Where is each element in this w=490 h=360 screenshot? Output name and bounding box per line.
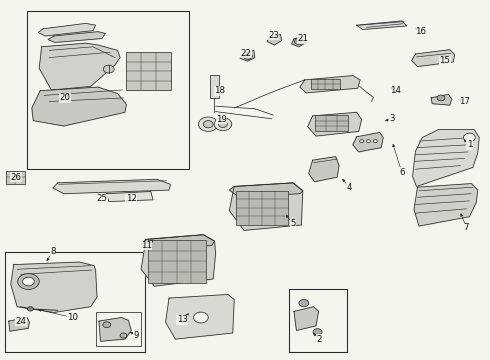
Polygon shape <box>309 157 339 182</box>
Polygon shape <box>39 43 120 90</box>
Text: 17: 17 <box>459 97 470 106</box>
Circle shape <box>464 133 475 142</box>
Text: 21: 21 <box>297 34 308 43</box>
Text: 23: 23 <box>268 31 279 40</box>
Text: 4: 4 <box>346 183 352 192</box>
Circle shape <box>103 65 114 73</box>
Bar <box>210 75 219 98</box>
Circle shape <box>219 121 227 127</box>
Text: 16: 16 <box>415 27 426 36</box>
Text: 19: 19 <box>216 115 227 124</box>
Text: 12: 12 <box>126 194 137 203</box>
Polygon shape <box>292 36 306 47</box>
Bar <box>289 289 347 352</box>
Circle shape <box>23 277 34 286</box>
Polygon shape <box>99 318 131 341</box>
Bar <box>148 240 206 283</box>
Polygon shape <box>414 184 478 226</box>
Polygon shape <box>229 183 303 230</box>
Polygon shape <box>267 34 282 45</box>
Circle shape <box>244 53 252 59</box>
Polygon shape <box>107 192 153 202</box>
Circle shape <box>294 38 303 45</box>
Polygon shape <box>141 235 215 250</box>
Polygon shape <box>141 235 216 286</box>
Bar <box>5 252 145 352</box>
Circle shape <box>373 140 377 143</box>
Polygon shape <box>353 132 383 152</box>
Circle shape <box>299 300 309 307</box>
Circle shape <box>27 307 33 311</box>
Text: 5: 5 <box>290 219 296 228</box>
Bar <box>236 191 288 225</box>
Text: 9: 9 <box>134 331 139 340</box>
Polygon shape <box>431 94 452 105</box>
Polygon shape <box>357 21 407 30</box>
Circle shape <box>360 140 364 143</box>
Polygon shape <box>294 307 318 330</box>
Text: 13: 13 <box>177 315 188 324</box>
Text: 22: 22 <box>241 49 251 58</box>
Polygon shape <box>240 50 255 61</box>
Circle shape <box>18 274 39 289</box>
Text: 26: 26 <box>10 173 21 181</box>
Polygon shape <box>48 32 105 42</box>
Bar <box>126 52 171 90</box>
Polygon shape <box>300 76 360 93</box>
Text: 2: 2 <box>317 335 322 343</box>
Polygon shape <box>11 262 97 312</box>
Circle shape <box>214 118 232 131</box>
Polygon shape <box>9 318 29 331</box>
Text: 8: 8 <box>50 247 56 256</box>
Text: 6: 6 <box>399 167 405 176</box>
Circle shape <box>367 140 370 143</box>
Text: 20: 20 <box>59 94 70 102</box>
Bar <box>6 171 25 184</box>
Circle shape <box>194 312 208 323</box>
Bar <box>311 79 340 89</box>
Circle shape <box>437 95 445 101</box>
Circle shape <box>103 322 111 328</box>
Text: 1: 1 <box>466 140 472 149</box>
Text: 11: 11 <box>141 241 151 250</box>
Polygon shape <box>53 179 171 194</box>
Polygon shape <box>229 183 303 197</box>
Polygon shape <box>166 294 234 339</box>
Bar <box>315 115 348 131</box>
Bar <box>96 312 141 346</box>
Circle shape <box>120 333 127 338</box>
Text: 7: 7 <box>464 223 469 232</box>
Bar <box>27 11 189 169</box>
Polygon shape <box>308 112 362 136</box>
Text: 25: 25 <box>97 194 107 203</box>
Text: 3: 3 <box>389 114 395 123</box>
Polygon shape <box>32 87 126 126</box>
Circle shape <box>313 329 322 335</box>
Text: 15: 15 <box>440 56 450 65</box>
Circle shape <box>203 121 213 128</box>
Polygon shape <box>413 130 479 186</box>
Text: 14: 14 <box>391 86 401 95</box>
Text: 24: 24 <box>15 317 26 325</box>
Polygon shape <box>412 50 455 67</box>
Text: 10: 10 <box>67 313 78 322</box>
Polygon shape <box>38 23 96 36</box>
Text: 18: 18 <box>214 86 225 95</box>
Circle shape <box>198 117 218 131</box>
